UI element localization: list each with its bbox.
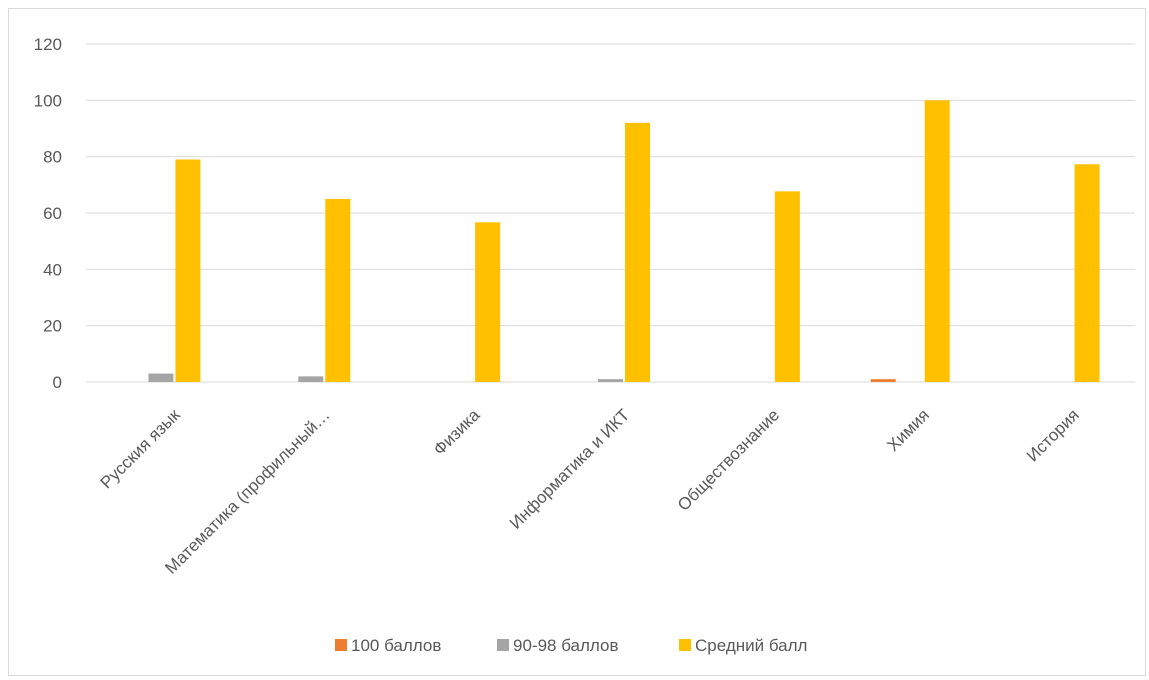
category-label: Математика (профильный… (161, 405, 333, 577)
y-tick-label: 20 (43, 317, 62, 336)
gridlines (86, 43, 1135, 383)
bar-Средний-балл-6 (1074, 164, 1100, 382)
category-label: Информатика и ИКТ (506, 405, 633, 532)
category-label: Физика (430, 405, 484, 459)
bar-90-98-баллов-1 (298, 376, 324, 382)
legend-label: 100 баллов (351, 636, 441, 655)
legend-swatch (497, 639, 509, 651)
bar-Средний-балл-2 (475, 222, 501, 382)
legend-swatch (335, 639, 347, 651)
category-label: Химия (883, 405, 933, 455)
y-tick-label: 120 (34, 35, 62, 54)
legend-swatch (679, 639, 691, 651)
legend: 100 баллов 90-98 баллов Средний балл (335, 636, 807, 655)
category-label: Русския язык (97, 405, 184, 492)
y-tick-label: 80 (43, 148, 62, 167)
bar-Средний-балл-1 (325, 198, 351, 382)
category-label: История (1023, 405, 1083, 465)
bar-Средний-балл-0 (175, 159, 201, 382)
legend-label: 90-98 баллов (513, 636, 619, 655)
bar-100-баллов-5 (870, 379, 896, 382)
y-tick-label: 100 (34, 91, 62, 110)
bar-90-98-баллов-0 (148, 373, 174, 382)
bars (148, 100, 1100, 382)
y-tick-label: 0 (53, 373, 62, 392)
category-label: Обществознание (674, 405, 783, 514)
bar-90-98-баллов-3 (598, 379, 623, 382)
bar-Средний-балл-3 (625, 122, 650, 382)
bar-Средний-балл-5 (924, 100, 950, 382)
chart-area: 0 20 40 60 80 100 120 Русския язык Математика (… (8, 8, 1146, 676)
bar-Средний-балл-4 (774, 191, 800, 382)
legend-label: Средний балл (695, 636, 807, 655)
y-axis-tick-labels: 0 20 40 60 80 100 120 (34, 35, 62, 392)
y-tick-label: 40 (43, 260, 62, 279)
y-tick-label: 60 (43, 204, 62, 223)
